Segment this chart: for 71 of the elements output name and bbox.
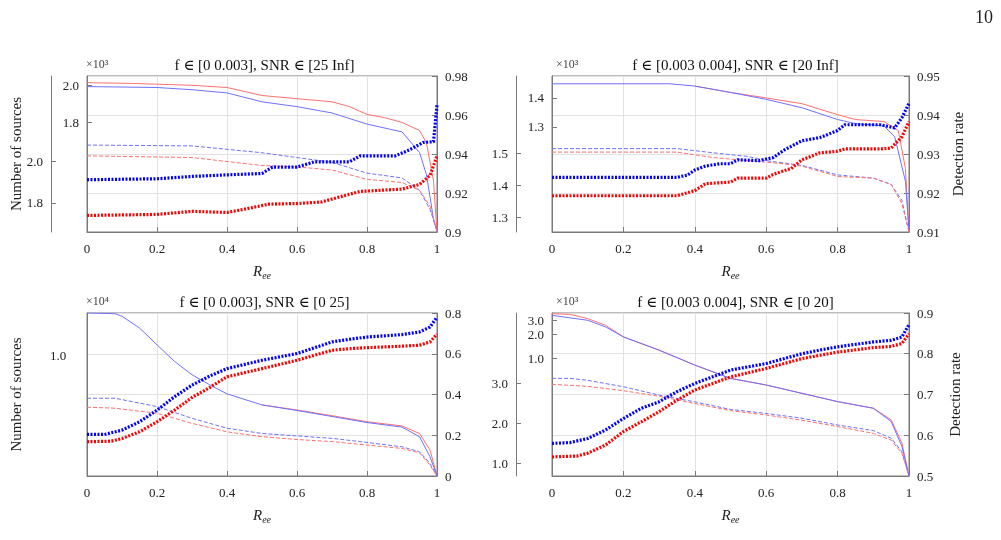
y2-tick-label: 0.93: [917, 146, 940, 162]
y-tick-label: 1.3: [527, 119, 544, 135]
y2-tick-label: 0.98: [445, 68, 468, 84]
x-tick-label: 1: [433, 241, 441, 256]
x-tick-label: 1: [433, 485, 441, 500]
x-tick-label: 0.2: [148, 485, 166, 500]
x-tick-label: 0.8: [358, 241, 376, 256]
text: ×10³: [556, 57, 579, 71]
y-axis-title: Number of sources: [7, 96, 24, 212]
text: ×10³: [86, 57, 109, 71]
x-tick-label: 0.6: [758, 485, 775, 500]
x-tick-label: 0.2: [615, 485, 632, 500]
x-tick-label: 0: [548, 485, 556, 500]
x-tick-label: 0.2: [615, 241, 632, 256]
x-tick-label: 0.4: [218, 485, 236, 500]
y-tick-label: 2.0: [527, 326, 544, 342]
y2-tick-label: 0.9: [917, 305, 934, 321]
y2-tick-label: 0.2: [445, 427, 462, 443]
y3-tick-label: 1.4: [491, 177, 509, 193]
text: 10: [975, 7, 993, 27]
x-tick-label: 0: [83, 241, 91, 256]
x-tick-label: 0.4: [686, 241, 704, 256]
x-tick-label: 1: [905, 241, 913, 256]
y2-tick-label: 0.8: [445, 305, 462, 321]
x-tick-label: 0.8: [829, 485, 846, 500]
x-tick-label: 0: [548, 241, 556, 256]
y2-tick-label: 0.5: [917, 468, 934, 484]
chart-title: f ∈ [0 0.003], SNR ∈ [0 25]: [179, 293, 350, 310]
x-tick-label: 0.4: [686, 485, 704, 500]
x-tick-label: 0.2: [148, 241, 166, 256]
y2-tick-label: 0.92: [917, 185, 940, 201]
text: 1.0: [50, 348, 67, 364]
y2-tick-label: 0.6: [445, 346, 462, 362]
x-tick-label: 0.6: [288, 485, 306, 500]
y3-tick-label: 2.0: [491, 415, 508, 431]
y2-tick-label: 0.95: [917, 68, 940, 84]
y-tick-label: 1.4: [527, 90, 545, 106]
y2-tick-label: 0.4: [445, 387, 462, 402]
y-axis-title: Number of sources: [7, 337, 24, 452]
y2-tick-label: 0: [445, 468, 452, 484]
y2-tick-label: 0.7: [917, 387, 934, 402]
y2-tick-label: 0.9: [445, 224, 462, 240]
chart-title: f ∈ [0.003 0.004], SNR ∈ [20 Inf]: [632, 56, 839, 73]
y2-tick-label: 0.94: [445, 146, 469, 162]
x-tick-label: 0.8: [358, 485, 376, 500]
y2-tick-label: 0.91: [917, 224, 940, 240]
x-tick-label: 0.6: [758, 241, 775, 256]
y2-tick-label: 0.6: [917, 427, 934, 443]
y3-tick-label: 1.3: [491, 209, 508, 225]
y2-axis-title: Detection rate: [950, 111, 967, 197]
x-tick-label: 0.6: [288, 241, 306, 256]
x-tick-label: 0.4: [218, 241, 236, 256]
chart-title: f ∈ [0 0.003], SNR ∈ [25 Inf]: [174, 56, 355, 73]
y2-axis-title: Detection rate: [946, 351, 963, 437]
text: ×10³: [556, 294, 579, 308]
x-tick-label: 1: [905, 485, 913, 500]
y2-tick-label: 0.8: [917, 346, 934, 362]
x-tick-label: 0: [83, 485, 91, 500]
y3-tick-label: 1.8: [26, 195, 43, 211]
y3-tick-label: 3.0: [491, 376, 508, 392]
y2-tick-label: 0.96: [445, 107, 469, 123]
y2-tick-label: 0.94: [917, 107, 941, 123]
y3-tick-label: 1.0: [491, 455, 508, 471]
chart-title: f ∈ [0.003 0.004], SNR ∈ [0 20]: [637, 293, 834, 310]
text: ×10⁴: [86, 294, 109, 308]
x-tick-label: 0.8: [829, 241, 846, 256]
y3-tick-label: 2.0: [26, 153, 43, 169]
y3-tick-label: 1.5: [491, 146, 508, 162]
y-tick-label: 1.0: [527, 350, 544, 366]
y2-tick-label: 0.92: [445, 185, 468, 201]
y-tick-label: 3.0: [527, 312, 544, 328]
